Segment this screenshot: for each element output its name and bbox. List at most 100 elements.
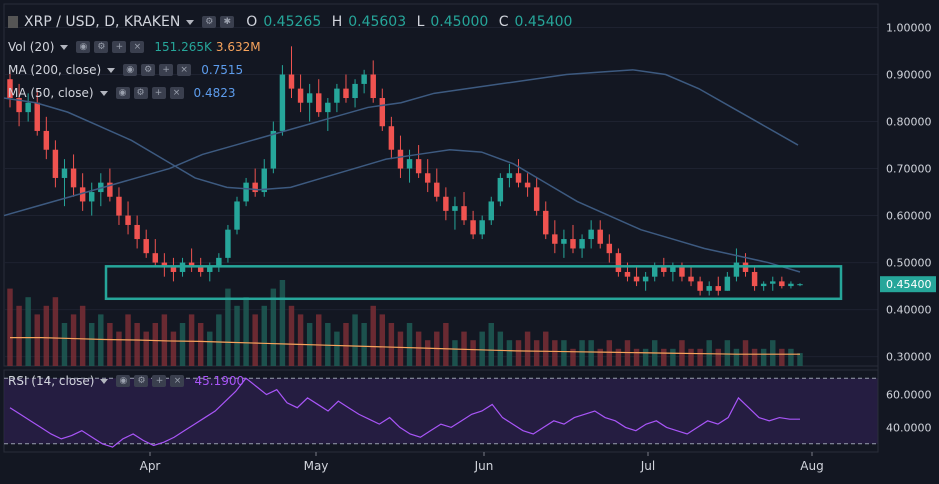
candle-body [697, 281, 703, 291]
volume-bar [633, 348, 640, 366]
settings-icon[interactable]: ⚙ [133, 87, 148, 99]
candle-body [406, 159, 413, 169]
candle-body [188, 262, 195, 268]
ma50-value: 0.4823 [193, 86, 236, 100]
candle-body [751, 271, 758, 287]
candle-body [397, 149, 404, 169]
vol-ma-value: 3.632M [215, 40, 261, 54]
candle-body [161, 262, 168, 268]
candle-body [661, 267, 667, 272]
volume-bar [606, 340, 613, 366]
candle-body [597, 229, 603, 244]
volume-bar [770, 340, 776, 366]
candle-body [225, 229, 231, 258]
volume-bar [588, 340, 594, 366]
add-icon[interactable]: + [159, 64, 174, 76]
candle-body [143, 239, 149, 254]
settings-icon[interactable]: ⚙ [134, 375, 149, 387]
close-icon[interactable]: × [169, 87, 184, 99]
volume-bar [570, 348, 576, 366]
volume-bar [52, 297, 59, 366]
settings-icon[interactable]: ⚙ [94, 41, 109, 53]
symbol-dropdown-icon[interactable] [186, 19, 195, 25]
ma50-dropdown-icon[interactable] [99, 90, 108, 96]
vol-label[interactable]: Vol (20) [8, 40, 55, 54]
candle-body [561, 239, 567, 244]
candle-body [515, 173, 522, 183]
add-icon[interactable]: + [112, 41, 127, 53]
volume-bar [443, 323, 449, 366]
volume-bar [406, 323, 413, 366]
candle-body [479, 220, 485, 235]
candle-body [543, 210, 549, 235]
settings-icon[interactable]: ⚙ [202, 16, 217, 28]
ma200-label[interactable]: MA (200, close) [8, 63, 102, 77]
ma200-value: 0.7515 [201, 63, 244, 77]
volume-bar [388, 323, 395, 366]
volume-bar [479, 331, 485, 366]
settings-icon[interactable]: ⚙ [141, 64, 156, 76]
candle-body [216, 257, 222, 268]
gear-icon[interactable]: ✱ [220, 16, 235, 28]
candle-body [579, 239, 585, 249]
ma200-dropdown-icon[interactable] [107, 67, 116, 73]
volume-bar [252, 314, 258, 366]
eye-icon[interactable]: ◉ [123, 64, 138, 76]
candle-body [79, 187, 86, 202]
candle-body [715, 286, 721, 291]
volume-bar [225, 288, 231, 366]
volume-bar [688, 348, 694, 366]
eye-icon[interactable]: ◉ [116, 375, 131, 387]
volume-bar [397, 331, 404, 366]
candle-body [651, 267, 658, 277]
rsi-dropdown-icon[interactable] [100, 378, 109, 384]
price-tick-label: 0.90000 [886, 69, 932, 82]
ma50-label[interactable]: MA (50, close) [8, 86, 94, 100]
volume-bar [352, 314, 358, 366]
volume-bar [506, 340, 513, 366]
volume-bar [134, 323, 140, 366]
candle-body [370, 74, 376, 99]
candle-body [70, 168, 77, 188]
candle-body [415, 159, 422, 174]
volume-bar [98, 314, 104, 366]
symbol-title[interactable]: XRP / USD, D, KRAKEN [24, 14, 181, 30]
volume-bar [279, 280, 286, 366]
vol-value: 151.265K [154, 40, 212, 54]
candle-body [207, 267, 213, 272]
eye-icon[interactable]: ◉ [115, 87, 130, 99]
volume-bar [25, 297, 31, 366]
add-icon[interactable]: + [151, 87, 166, 99]
candle-body [361, 74, 367, 84]
close-icon[interactable]: × [177, 64, 192, 76]
candle-body [334, 88, 340, 103]
time-label: Jun [474, 459, 494, 473]
candle-body [452, 206, 458, 211]
add-icon[interactable]: + [152, 375, 167, 387]
volume-bar [152, 323, 159, 366]
price-tick-label: 0.70000 [886, 163, 932, 176]
volume-bar [697, 348, 703, 366]
candle-body [379, 98, 386, 127]
candle-body [243, 182, 249, 202]
candle-body [606, 243, 613, 254]
rsi-label[interactable]: RSI (14, close) [8, 374, 95, 388]
volume-bar [642, 348, 649, 366]
highlight-box [104, 265, 843, 301]
vol-dropdown-icon[interactable] [60, 44, 69, 50]
candle-body [16, 98, 22, 113]
close-icon[interactable]: × [170, 375, 185, 387]
volume-bar [207, 331, 213, 366]
current-price-box [880, 276, 936, 293]
volume-bar [452, 340, 458, 366]
current-price-label: 0.45400 [886, 278, 932, 291]
candle-body [7, 79, 13, 99]
volume-bar [107, 323, 113, 366]
eye-icon[interactable]: ◉ [76, 41, 91, 53]
close-icon[interactable]: × [130, 41, 145, 53]
volume-bar [161, 314, 168, 366]
candle-body [724, 276, 731, 291]
candle-body [770, 281, 776, 284]
